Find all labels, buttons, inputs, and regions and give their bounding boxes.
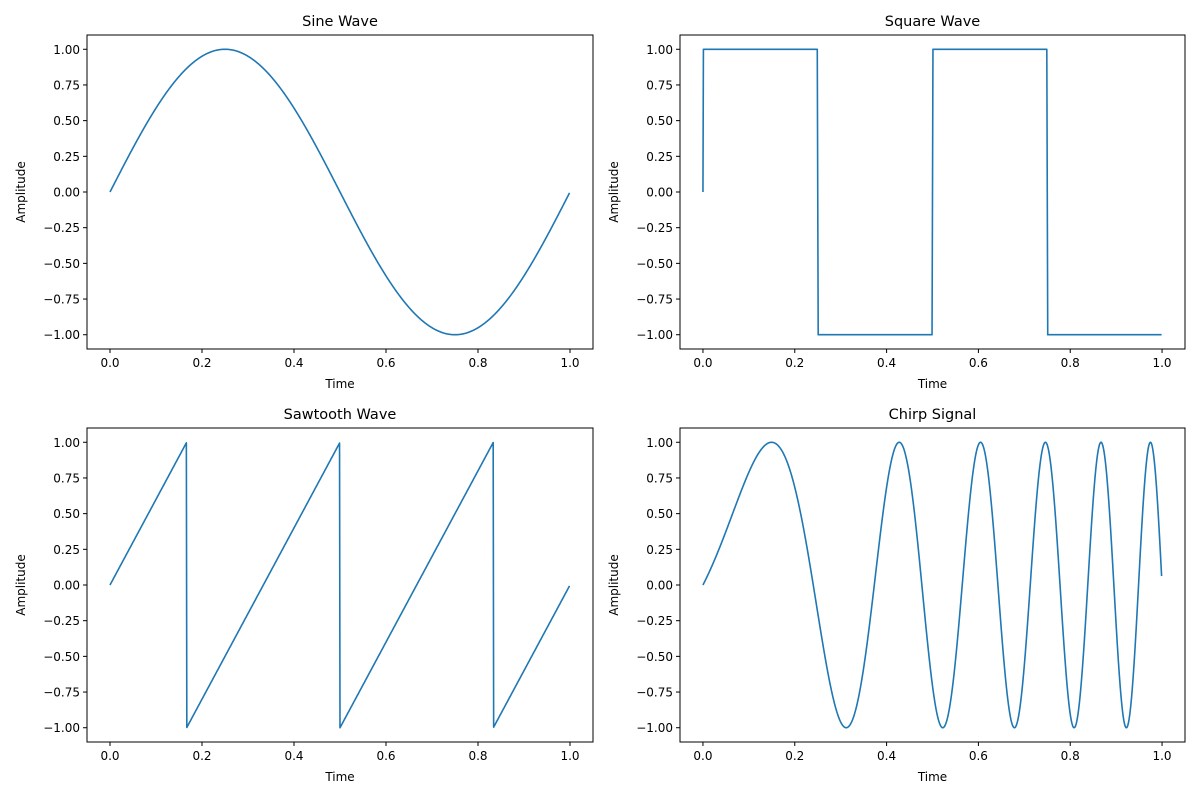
x-tick-label: 0.6 [969, 356, 988, 370]
y-tick-label: 0.25 [646, 150, 673, 164]
x-tick-label: 1.0 [560, 356, 579, 370]
x-tick-label: 0.6 [376, 749, 395, 763]
x-tick-label: 0.0 [693, 356, 712, 370]
x-tick-label: 0.8 [468, 356, 487, 370]
y-tick-label: 0.50 [53, 114, 80, 128]
y-tick-label: −0.75 [636, 686, 673, 700]
subplot-title: Chirp Signal [889, 407, 977, 423]
sawtooth-subplot: 0.0 0.2 0.4 0.6 0.8 1.0 −1.00 −0.75 −0.50 −0.25 0.… [14, 407, 594, 784]
x-tick-label: 0.8 [468, 749, 487, 763]
y-tick-label: −0.25 [43, 221, 80, 235]
sawtooth-series-line [109, 441, 571, 729]
axes-frame [679, 427, 1186, 743]
y-tick-label: −0.50 [636, 257, 673, 271]
square-series-line [702, 48, 1162, 336]
y-tick-label: 0.50 [646, 114, 673, 128]
x-tick-label: 0.2 [785, 356, 804, 370]
x-tick-label: 0.0 [100, 749, 119, 763]
y-tick-label: 1.00 [53, 436, 80, 450]
y-tick-label: −1.00 [43, 721, 80, 735]
y-tick-label: −1.00 [636, 721, 673, 735]
y-tick-label: −0.50 [636, 650, 673, 664]
x-tick-label: 0.0 [100, 356, 119, 370]
x-tick-label: 0.2 [192, 356, 211, 370]
x-axis-label: Time [917, 377, 947, 391]
y-tick-label: 0.75 [53, 78, 80, 92]
x-axis-label: Time [917, 770, 947, 784]
y-tick-label: −0.50 [43, 257, 80, 271]
sine-series-line [109, 48, 571, 336]
y-tick-label: 1.00 [53, 43, 80, 57]
subplot-title: Sine Wave [302, 14, 378, 30]
y-tick-label: 0.00 [646, 579, 673, 593]
y-tick-label: 0.75 [646, 471, 673, 485]
subplot-title: Sawtooth Wave [284, 407, 397, 423]
x-tick-label: 1.0 [1152, 749, 1171, 763]
y-axis-label: Amplitude [607, 554, 621, 616]
x-tick-label: 1.0 [1152, 356, 1171, 370]
x-axis-label: Time [324, 770, 354, 784]
y-axis-label: Amplitude [14, 161, 28, 223]
y-tick-label: 0.50 [53, 507, 80, 521]
y-tick-label: −0.75 [636, 293, 673, 307]
x-tick-label: 0.6 [969, 749, 988, 763]
x-tick-label: 0.4 [284, 356, 303, 370]
x-tick-label: 0.8 [1061, 749, 1080, 763]
square-subplot: 0.0 0.2 0.4 0.6 0.8 1.0 −1.00 −0.75 −0.50 −0.25 0.… [607, 14, 1186, 391]
x-tick-label: 0.2 [785, 749, 804, 763]
y-tick-label: −0.25 [636, 614, 673, 628]
y-tick-label: 0.25 [646, 543, 673, 557]
y-tick-label: −0.50 [43, 650, 80, 664]
x-tick-label: 1.0 [560, 749, 579, 763]
y-tick-label: 1.00 [646, 43, 673, 57]
y-axis-label: Amplitude [607, 161, 621, 223]
y-tick-label: 0.25 [53, 543, 80, 557]
y-tick-label: −0.25 [43, 614, 80, 628]
y-axis-label: Amplitude [14, 554, 28, 616]
y-tick-label: −0.75 [43, 293, 80, 307]
x-tick-label: 0.0 [693, 749, 712, 763]
y-tick-label: 0.75 [646, 78, 673, 92]
y-tick-label: 0.00 [53, 186, 80, 200]
sine-subplot: 0.0 0.2 0.4 0.6 0.8 1.0 −1.00 −0.75 −0.50 −0.25 0.… [14, 14, 594, 391]
chirp-series-line [702, 441, 1163, 729]
x-tick-label: 0.2 [192, 749, 211, 763]
x-tick-label: 0.6 [376, 356, 395, 370]
chirp-subplot: 0.0 0.2 0.4 0.6 0.8 1.0 −1.00 −0.75 −0.50 −0.25 0.… [607, 407, 1186, 784]
x-tick-label: 0.8 [1061, 356, 1080, 370]
y-tick-label: 0.50 [646, 507, 673, 521]
subplot-title: Square Wave [885, 14, 981, 30]
y-tick-label: −0.75 [43, 686, 80, 700]
x-tick-label: 0.4 [877, 356, 896, 370]
y-tick-label: −1.00 [636, 328, 673, 342]
x-tick-label: 0.4 [284, 749, 303, 763]
x-tick-label: 0.4 [877, 749, 896, 763]
y-tick-label: 0.25 [53, 150, 80, 164]
y-tick-label: 0.00 [53, 579, 80, 593]
y-tick-label: −0.25 [636, 221, 673, 235]
x-axis-label: Time [324, 377, 354, 391]
y-tick-label: 0.75 [53, 471, 80, 485]
y-tick-label: 1.00 [646, 436, 673, 450]
y-tick-label: 0.00 [646, 186, 673, 200]
y-tick-label: −1.00 [43, 328, 80, 342]
